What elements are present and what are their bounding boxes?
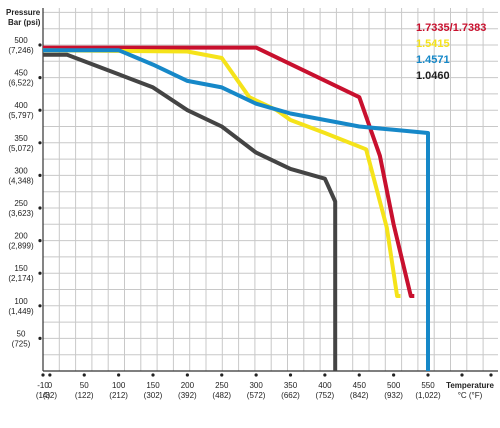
x-tick-dot	[117, 373, 121, 377]
y-tick-dot	[38, 336, 42, 340]
y-tick-sublabel: (7,246)	[8, 46, 34, 55]
x-axis-title-line1: Temperature	[446, 381, 494, 390]
x-tick-sublabel: (302)	[144, 391, 163, 400]
y-tick-label: 400	[14, 101, 28, 110]
y-axis-title-line2: Bar (psi)	[8, 18, 41, 27]
x-tick-dot	[357, 373, 361, 377]
x-tick-sublabel: (752)	[316, 391, 335, 400]
series-line-3	[43, 48, 430, 371]
x-tick-dot	[41, 373, 45, 377]
x-tick-label: 300	[249, 381, 263, 390]
y-tick-sublabel: (2,174)	[8, 274, 34, 283]
y-tick-label: 200	[14, 232, 28, 241]
series-line-1	[43, 45, 415, 298]
tick-layer: -10(14)0(32)50(122)100(212)150(302)200(3…	[8, 36, 493, 400]
title-layer: Pressure Bar (psi) Temperature °C (°F)	[6, 8, 494, 400]
y-tick-label: 300	[14, 166, 28, 175]
y-tick-label: 500	[14, 36, 28, 45]
x-tick-dot	[323, 373, 327, 377]
x-tick-sublabel: (212)	[109, 391, 128, 400]
y-tick-dot	[38, 173, 42, 177]
legend-entry-4: 1.0460	[416, 70, 450, 82]
y-tick-dot	[38, 141, 42, 145]
x-axis-title-line2: °C (°F)	[458, 391, 483, 400]
x-tick-label: 150	[146, 381, 160, 390]
x-tick-dot	[220, 373, 224, 377]
y-tick-label: 350	[14, 134, 28, 143]
x-tick-label: 350	[284, 381, 298, 390]
x-tick-sublabel: (662)	[281, 391, 300, 400]
x-tick-sublabel: (122)	[75, 391, 94, 400]
x-tick-dot	[460, 373, 464, 377]
x-tick-sublabel: (32)	[43, 391, 58, 400]
y-tick-sublabel: (4,348)	[8, 176, 34, 185]
x-tick-dot	[288, 373, 293, 377]
x-tick-label: 200	[181, 381, 195, 390]
y-tick-dot	[38, 43, 42, 47]
x-tick-label: 500	[387, 381, 401, 390]
x-tick-dot	[185, 373, 189, 377]
series-line-4	[43, 52, 338, 371]
x-tick-label: 450	[353, 381, 367, 390]
x-tick-sublabel: (572)	[247, 391, 266, 400]
y-tick-label: 50	[17, 329, 26, 338]
x-tick-label: 400	[318, 381, 332, 390]
y-tick-sublabel: (725)	[12, 339, 31, 348]
x-tick-dot	[82, 373, 86, 377]
y-tick-sublabel: (1,449)	[8, 307, 34, 316]
y-tick-label: 250	[14, 199, 28, 208]
series-line-2	[42, 48, 401, 298]
y-tick-sublabel: (5,072)	[8, 144, 34, 153]
y-tick-sublabel: (2,899)	[8, 242, 34, 251]
x-tick-sublabel: (932)	[384, 391, 403, 400]
y-tick-label: 450	[14, 69, 28, 78]
y-tick-sublabel: (5,797)	[8, 111, 34, 120]
x-tick-dot	[254, 373, 258, 377]
x-tick-label: -10	[37, 381, 49, 390]
x-tick-dot	[489, 373, 493, 377]
x-tick-label: 100	[112, 381, 126, 390]
x-tick-dot	[151, 373, 155, 377]
y-tick-dot	[38, 76, 42, 80]
x-tick-label: 50	[80, 381, 89, 390]
y-tick-sublabel: (6,522)	[8, 79, 34, 88]
axis-layer	[42, 8, 498, 372]
legend: 1.7335/1.7383 1.5415 1.4571 1.0460	[416, 22, 486, 82]
x-tick-sublabel: (1,022)	[415, 391, 441, 400]
y-tick-dot	[38, 304, 42, 308]
x-tick-label: 0	[48, 381, 53, 390]
x-tick-sublabel: (14)	[36, 391, 51, 400]
y-tick-sublabel: (3,623)	[8, 209, 34, 218]
legend-entry-2: 1.5415	[416, 38, 450, 50]
grid-layer	[42, 8, 498, 372]
x-tick-label: 250	[215, 381, 229, 390]
y-tick-dot	[38, 271, 42, 275]
y-tick-label: 100	[14, 297, 28, 306]
legend-entry-3: 1.4571	[416, 54, 450, 66]
x-tick-label: 550	[421, 381, 435, 390]
y-tick-label: 150	[14, 264, 28, 273]
x-tick-sublabel: (842)	[350, 391, 369, 400]
y-tick-dot	[38, 239, 42, 243]
y-axis-title-line1: Pressure	[6, 8, 41, 17]
x-tick-dot	[426, 373, 430, 377]
y-tick-dot	[38, 108, 42, 112]
x-tick-dot	[48, 373, 52, 377]
series-layer	[42, 45, 430, 371]
x-tick-sublabel: (392)	[178, 391, 197, 400]
x-tick-dot	[392, 373, 396, 377]
y-tick-dot	[38, 206, 42, 210]
x-tick-sublabel: (482)	[212, 391, 231, 400]
legend-entry-1: 1.7335/1.7383	[416, 22, 486, 34]
